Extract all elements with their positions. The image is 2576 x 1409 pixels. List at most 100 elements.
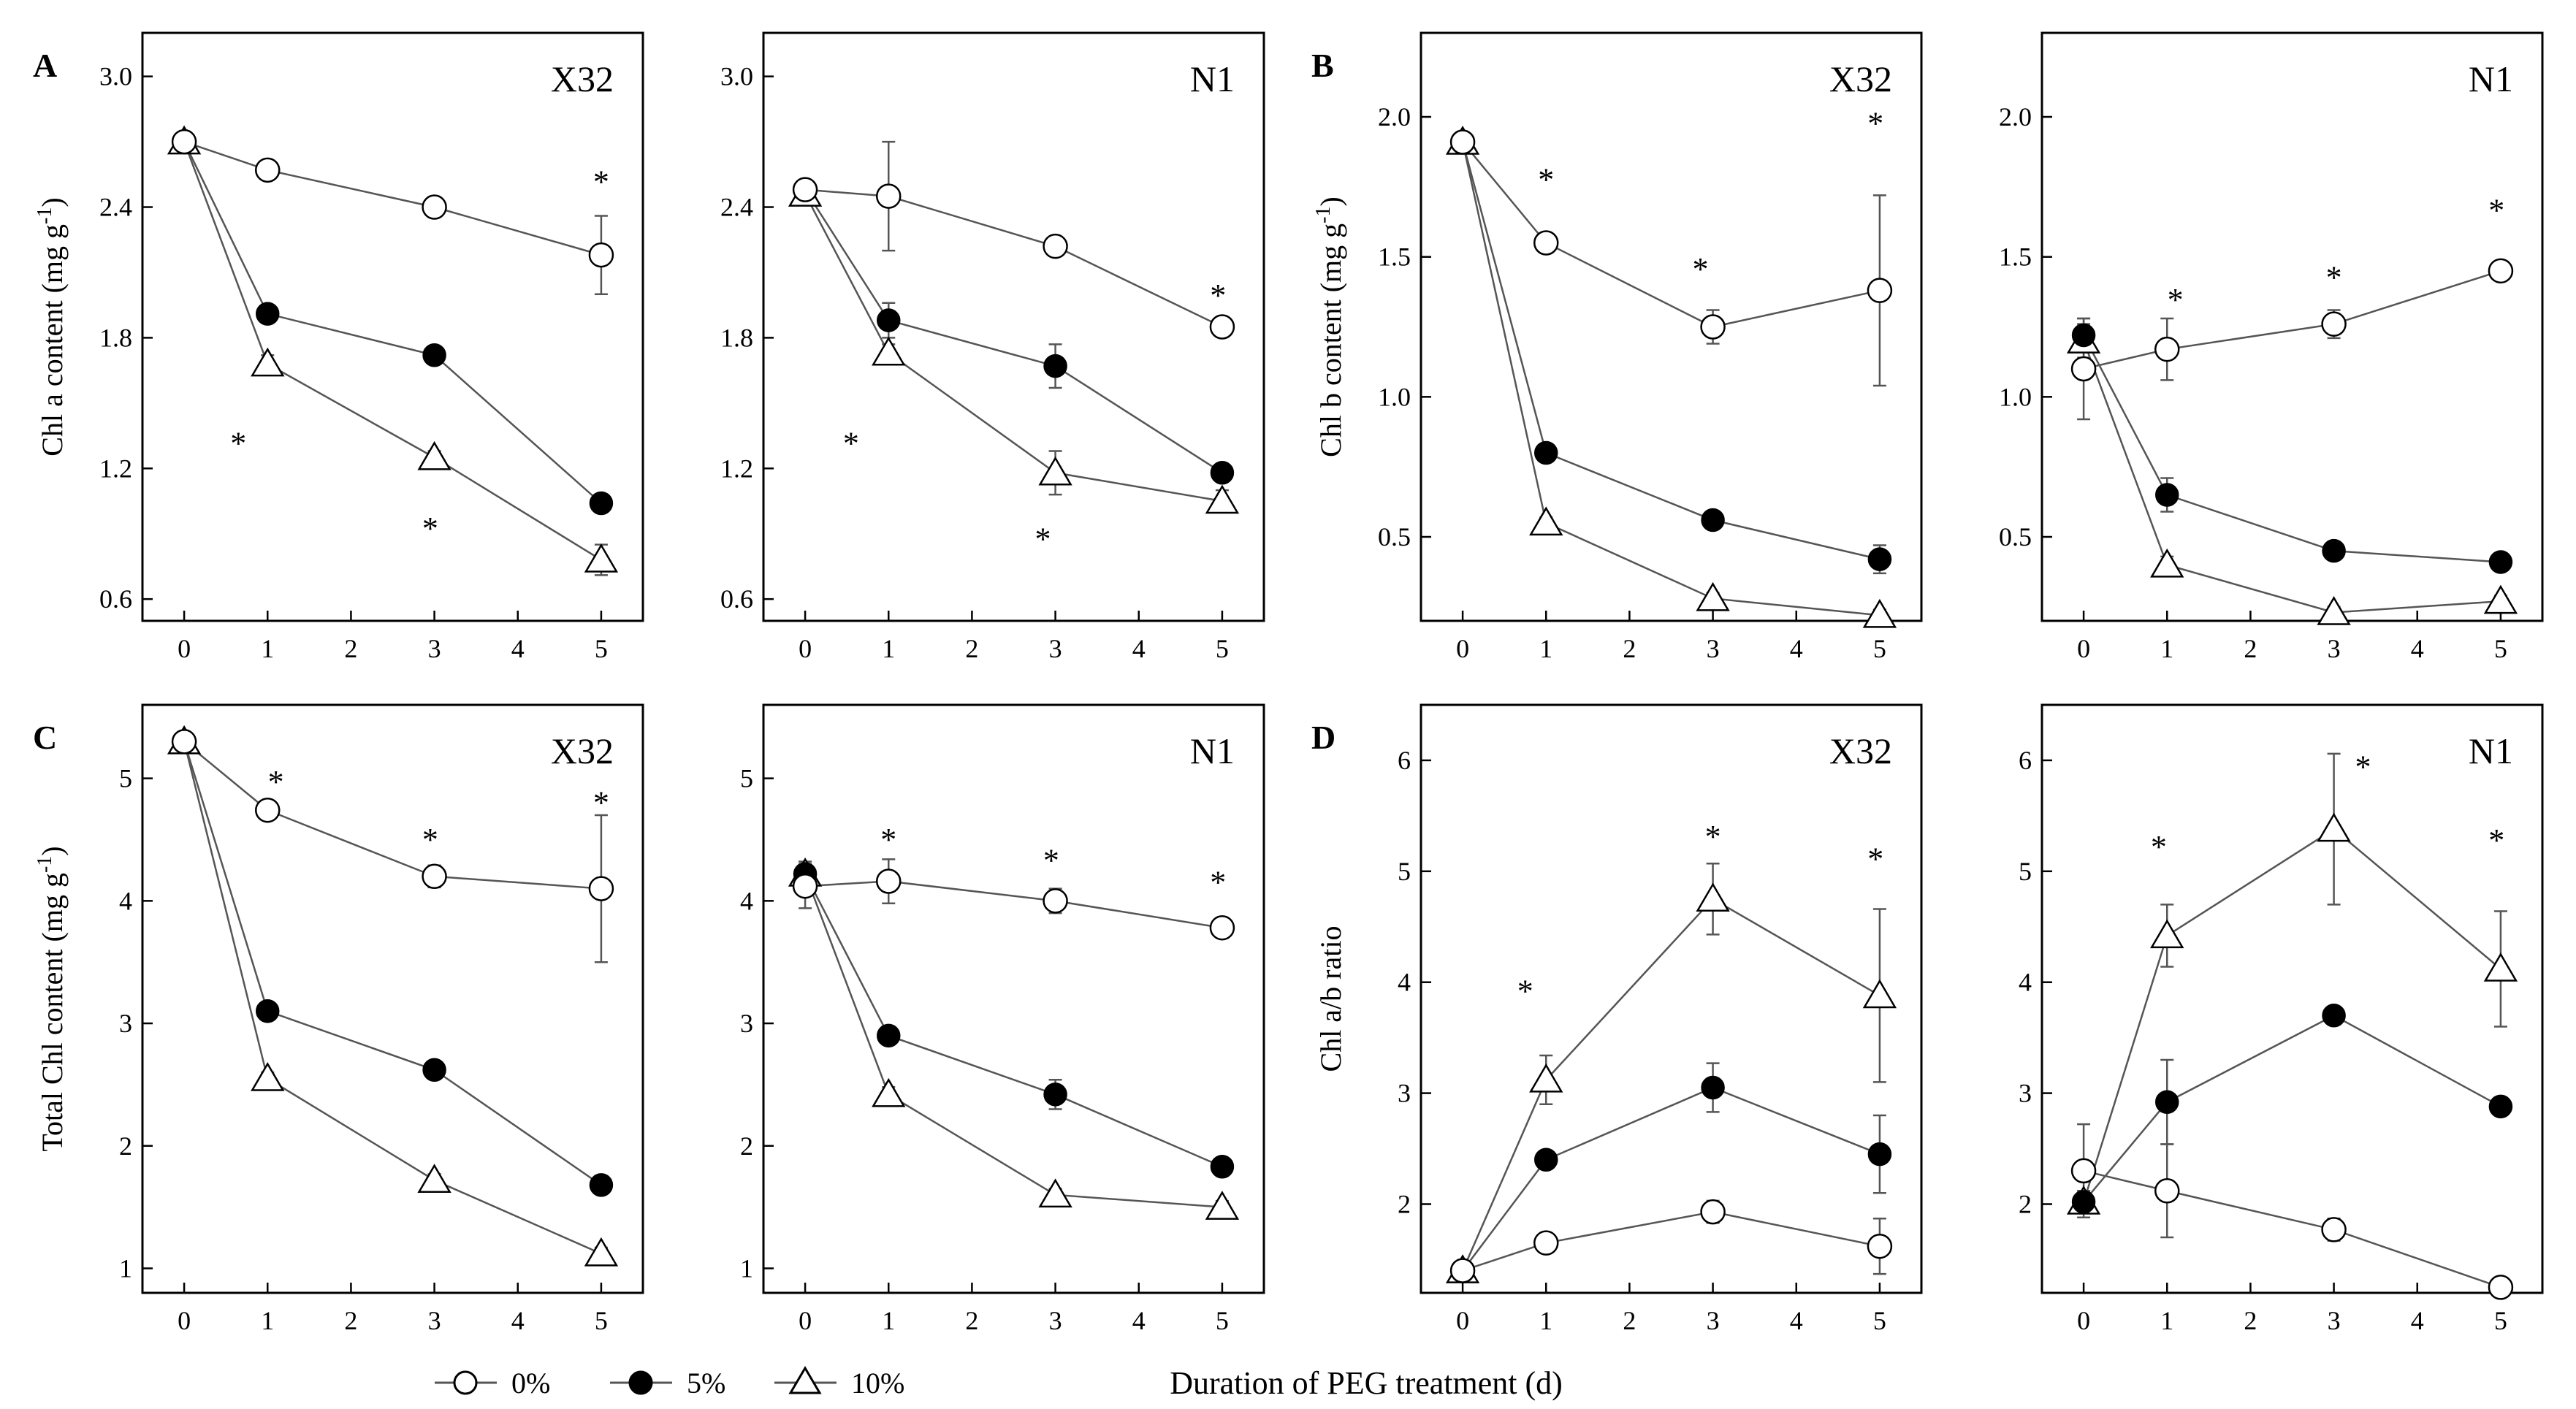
point-10pct [872, 1077, 906, 1107]
series-line-0% [183, 741, 602, 890]
y-tick-label: 1.2 [99, 454, 132, 483]
x-tick-label: 1 [882, 1306, 895, 1335]
point-5pct [589, 1173, 614, 1197]
point-0pct [876, 868, 902, 894]
point-10pct [584, 1237, 619, 1267]
point-5pct [1701, 508, 1725, 532]
point-0pct [1209, 314, 1235, 340]
y-tick-label: 2 [2019, 1189, 2032, 1218]
x-tick-label: 0 [1456, 634, 1469, 663]
legend-label-2: 10% [851, 1367, 904, 1400]
significance-star: * [880, 822, 896, 858]
significance-star: * [2168, 282, 2184, 318]
point-5pct [1867, 547, 1892, 571]
series-line-5% [183, 141, 602, 504]
y-tick-label: 1.0 [1999, 382, 2032, 411]
point-0pct [792, 873, 818, 899]
panel-title: N1 [1190, 730, 1235, 771]
point-5pct [1867, 1142, 1892, 1166]
panel-title: X32 [551, 58, 614, 99]
y-tick-label: 2.0 [1378, 102, 1411, 131]
point-5pct [422, 343, 446, 367]
x-tick-label: 3 [2328, 634, 2341, 663]
plot-frame [1420, 31, 1923, 622]
significance-star: * [2488, 193, 2504, 229]
y-tick-label: 1.2 [720, 454, 753, 483]
y-tick-label: 5 [740, 764, 753, 793]
point-0pct [2070, 1158, 2097, 1184]
significance-star: * [1210, 278, 1226, 313]
point-10pct [1529, 506, 1563, 536]
point-0pct [2321, 311, 2347, 337]
x-tick-label: 4 [511, 634, 525, 663]
y-tick-label: 2 [119, 1131, 132, 1161]
point-10pct [1529, 1063, 1563, 1093]
y-axis-title: Chl a content (mg g-1) [34, 197, 69, 456]
panel-4: 0 1 2 3 4 5 0.5 1.0 1.5 2.0 N1 * * * [1999, 31, 2544, 663]
y-tick-label: 5 [1398, 857, 1411, 886]
x-tick-label: 5 [2494, 634, 2507, 663]
significance-star: * [2151, 829, 2167, 865]
x-tick-label: 5 [1873, 1306, 1886, 1335]
panel-title: N1 [2469, 730, 2513, 771]
y-tick-label: 3.0 [720, 62, 753, 91]
point-0pct [2321, 1217, 2347, 1242]
x-tick-label: 2 [2244, 1306, 2257, 1335]
plot-frame [141, 31, 644, 622]
point-10pct [1038, 456, 1072, 486]
series-line-0% [2083, 1169, 2501, 1288]
significance-star: * [1705, 819, 1721, 855]
point-5pct [877, 308, 901, 332]
y-tick-label: 2 [740, 1131, 753, 1161]
x-tick-label: 0 [2077, 634, 2090, 663]
series-line-10% [1461, 142, 1880, 616]
y-tick-label: 0.5 [1999, 522, 2032, 551]
y-axis-title: Chl a/b ratio [1314, 926, 1347, 1072]
plot-frame [762, 703, 1265, 1294]
point-0pct [422, 194, 447, 220]
plot-frame [2040, 31, 2544, 622]
x-tick-label: 1 [882, 634, 895, 663]
panel-letter: C [33, 719, 57, 756]
point-0pct [2154, 1178, 2180, 1204]
series-line-10% [183, 741, 602, 1255]
point-5pct [2322, 1004, 2346, 1028]
x-tick-label: 3 [1707, 1306, 1720, 1335]
significance-star: * [1517, 973, 1533, 1009]
x-tick-label: 3 [1049, 1306, 1062, 1335]
y-tick-label: 4 [2019, 968, 2032, 997]
panel-letter: D [1311, 719, 1335, 756]
panel-title: N1 [2469, 58, 2513, 99]
legend-marker-open-triangle [788, 1366, 822, 1394]
series-line-5% [1461, 142, 1880, 560]
y-axis-title: Chl b content (mg g-1) [1312, 196, 1348, 457]
point-5pct [1043, 1082, 1067, 1107]
point-5pct [589, 491, 614, 516]
point-10pct [1862, 598, 1897, 628]
x-tick-label: 1 [261, 1306, 274, 1335]
plot-frame [762, 31, 1265, 622]
x-tick-label: 2 [344, 634, 357, 663]
y-tick-label: 6 [1398, 746, 1411, 775]
y-tick-label: 3 [740, 1009, 753, 1038]
point-10pct [1038, 1178, 1072, 1208]
x-tick-label: 2 [965, 634, 978, 663]
panel-title: X32 [1829, 58, 1892, 99]
point-5pct [2071, 1190, 2096, 1214]
point-10pct [2483, 584, 2518, 614]
y-tick-label: 1 [740, 1253, 753, 1283]
point-5pct [877, 1023, 901, 1048]
point-0pct [1533, 230, 1559, 256]
panel-title: X32 [551, 730, 614, 771]
point-5pct [1534, 440, 1558, 465]
series-line-0% [1462, 1210, 1880, 1272]
point-0pct [1867, 278, 1893, 303]
y-tick-label: 1.8 [99, 323, 132, 352]
significance-star: * [1538, 161, 1554, 197]
y-tick-label: 3 [2019, 1079, 2032, 1108]
point-5pct [422, 1058, 446, 1082]
point-0pct [876, 183, 902, 209]
series-line-10% [2082, 340, 2501, 614]
series-line-10% [804, 873, 1223, 1208]
point-0pct [588, 876, 614, 901]
